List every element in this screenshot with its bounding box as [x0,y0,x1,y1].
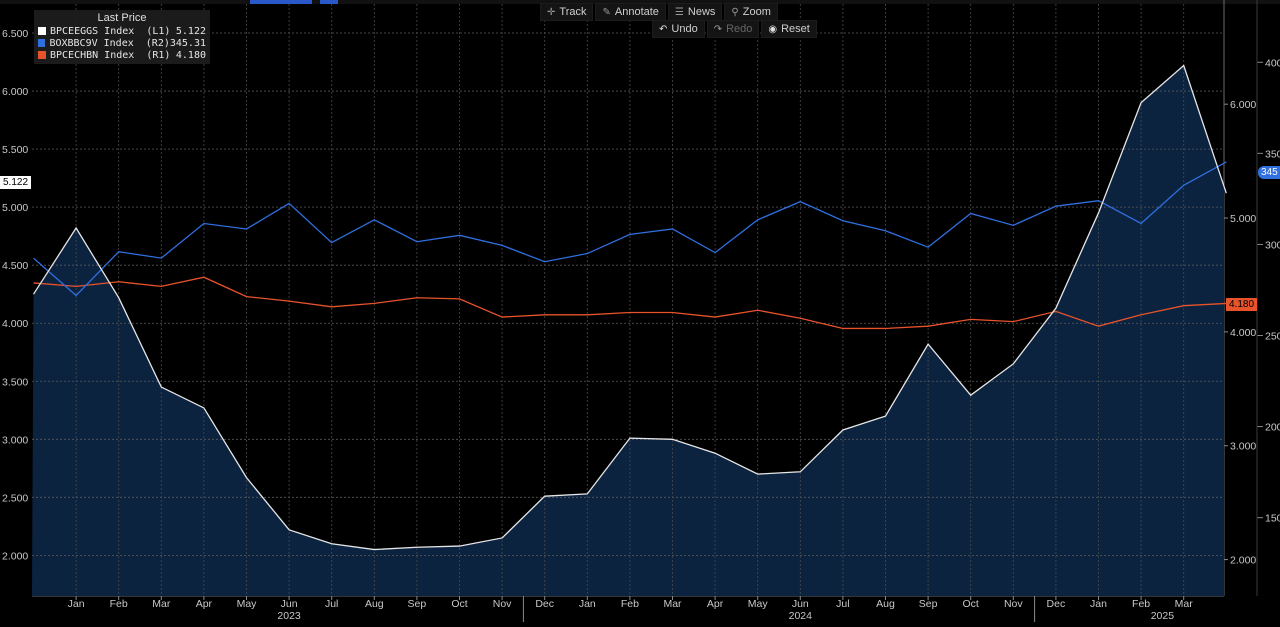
undo-icon: ↶ [659,23,668,35]
x-tick-label: May [748,598,769,610]
annotate-button[interactable]: ✎ Annotate [595,3,666,21]
legend-item-bpceeggs[interactable]: BPCEEGGS Index (L1) 5.122 [38,25,206,37]
y-tick-label-r2: 150 [1265,513,1280,525]
legend-item-bpcechbn[interactable]: BPCECHBN Index (R1) 4.180 [38,49,206,61]
x-tick-label: Jan [68,598,85,610]
y-tick-label-left: 3.500 [2,376,28,388]
y-tick-label-r1: 5.000 [1230,213,1256,225]
y-tick-label-left: 2.000 [2,550,28,562]
y-tick-label-r2: 200 [1265,422,1280,434]
x-tick-label: Jun [792,598,809,610]
x-tick-label: Jun [281,598,298,610]
magnifier-icon: ⚲ [731,6,739,18]
x-tick-label: Dec [1047,598,1066,610]
x-tick-label: Mar [1175,598,1194,610]
legend-title: Last Price [97,12,147,24]
redo-button[interactable]: ↷ Redo [706,20,760,38]
y-tick-label-left: 5.500 [2,144,28,156]
series-line-boxbbc9v [33,161,1227,297]
y-tick-label-r2: 250 [1265,331,1280,343]
y-tick-label-left: 5.000 [2,202,28,214]
legend-item-boxbbc9v[interactable]: BOXBBC9V Index (R2) 345.31 [38,37,206,49]
x-tick-label: Feb [110,598,128,610]
y-tick-label-r1: 6.000 [1230,99,1256,111]
legend-item-value: 4.180 [175,49,206,61]
legend-item-name: BPCECHBN Index (R1) [50,49,171,61]
crosshair-icon: ✛ [547,6,556,18]
x-tick-label: Apr [196,598,213,610]
x-tick-label: Sep [919,598,938,610]
legend-swatch [38,27,46,35]
chart-toolbar-bottom: ↶ Undo ↷ Redo ◉ Reset [652,20,817,38]
series-line-bpceeggs [32,64,1227,551]
redo-icon: ↷ [713,23,723,35]
zoom-button[interactable]: ⚲ Zoom [724,3,778,21]
series-line-bpcechbn [33,276,1227,330]
x-tick-label: Aug [365,598,384,610]
x-tick-label: Apr [707,598,724,610]
x-year-label: 2024 [789,610,813,622]
last-price-flag-left: 5.122 [0,176,32,189]
x-year-label: 2025 [1151,610,1175,622]
last-price-flag-r1: 4.180 [1226,298,1258,311]
undo-button[interactable]: ↶ Undo [652,20,705,38]
tab-indicator-secondary[interactable] [320,0,338,4]
y-tick-label-r2: 300 [1265,239,1280,251]
y-tick-label-r1: 4.000 [1230,327,1256,339]
track-button[interactable]: ✛ Track [540,3,594,21]
x-tick-label: Sep [408,598,427,610]
y-tick-label-left: 2.500 [2,492,28,504]
news-icon: ☰ [674,6,684,18]
x-tick-label: Jan [1090,598,1107,610]
y-tick-label-left: 6.000 [2,86,28,98]
y-tick-label-r2: 400 [1265,57,1280,69]
x-tick-label: Jan [579,598,596,610]
x-tick-label: Mar [152,598,171,610]
legend-item-name: BOXBBC9V Index (R2) [49,37,170,49]
x-year-label: 2023 [277,610,301,622]
reset-icon: ◉ [768,23,778,35]
chart-legend[interactable]: Last Price BPCEEGGS Index (L1) 5.122 BOX… [34,10,210,64]
legend-swatch [38,51,46,59]
legend-item-name: BPCEEGGS Index (L1) [50,25,171,37]
y-tick-label-left: 4.500 [2,260,28,272]
pencil-icon: ✎ [602,6,611,18]
x-tick-label: Aug [876,598,895,610]
y-tick-label-left: 6.500 [2,28,28,40]
y-tick-label-left: 3.000 [2,434,28,446]
legend-swatch [38,39,46,47]
y-tick-label-left: 4.000 [2,318,28,330]
legend-item-value: 345.31 [169,37,206,49]
area-fill-bpceeggs [32,65,1227,597]
y-tick-label-r2: 350 [1265,148,1280,160]
x-tick-label: Mar [663,598,682,610]
x-tick-label: May [237,598,258,610]
y-tick-label-r1: 2.000 [1230,555,1256,567]
chart-toolbar-top: ✛ Track ✎ Annotate ☰ News ⚲ Zoom [540,3,778,21]
x-tick-label: Oct [963,598,979,610]
x-tick-label: Feb [1132,598,1150,610]
x-tick-label: Feb [621,598,639,610]
y-tick-label-r1: 3.000 [1230,441,1256,453]
reset-button[interactable]: ◉ Reset [761,20,817,38]
news-button[interactable]: ☰ News [667,3,723,21]
last-price-flag-r2: 345 [1258,166,1280,179]
x-tick-label: Jul [325,598,338,610]
top-bar [0,0,1280,4]
x-tick-label: Oct [451,598,467,610]
tab-indicator[interactable] [250,0,312,4]
x-tick-label: Jul [836,598,849,610]
legend-item-value: 5.122 [175,25,206,37]
x-tick-label: Nov [493,598,512,610]
x-tick-label: Dec [535,598,554,610]
x-tick-label: Nov [1004,598,1023,610]
